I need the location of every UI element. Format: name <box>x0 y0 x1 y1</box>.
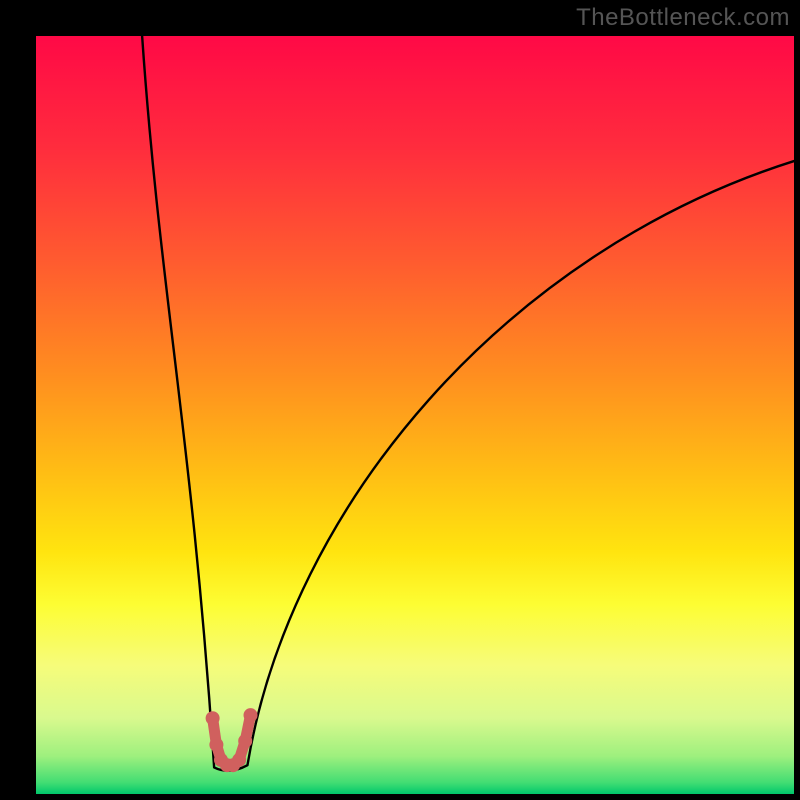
chart-svg <box>0 0 800 800</box>
